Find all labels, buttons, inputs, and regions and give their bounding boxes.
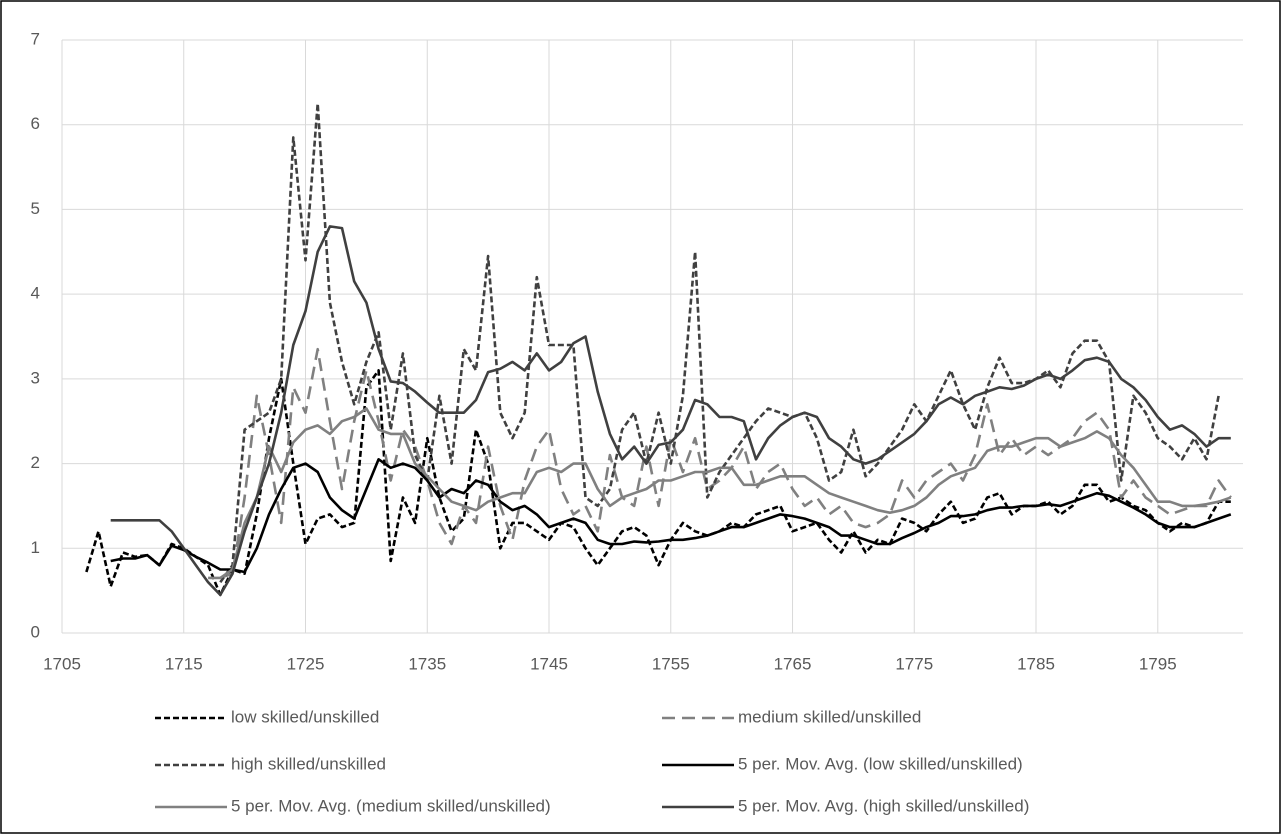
y-tick-label: 0 xyxy=(31,622,40,641)
y-tick-label: 4 xyxy=(31,284,40,303)
x-tick-label: 1715 xyxy=(165,654,203,673)
series-line xyxy=(85,369,1231,597)
legend-label: 5 per. Mov. Avg. (medium skilled/unskill… xyxy=(231,796,551,815)
x-tick-label: 1775 xyxy=(895,654,933,673)
y-tick-label: 2 xyxy=(31,453,40,472)
x-tick-label: 1735 xyxy=(408,654,446,673)
legend-label: 5 per. Mov. Avg. (low skilled/unskilled) xyxy=(738,754,1023,773)
legend-label: low skilled/unskilled xyxy=(231,707,379,726)
x-tick-label: 1755 xyxy=(652,654,690,673)
y-tick-label: 7 xyxy=(31,29,40,48)
series-line xyxy=(208,407,1232,580)
series-line xyxy=(110,458,1232,574)
x-tick-label: 1725 xyxy=(287,654,325,673)
series-line xyxy=(110,225,1231,597)
legend-label: 5 per. Mov. Avg. (high skilled/unskilled… xyxy=(738,796,1029,815)
legend-label: medium skilled/unskilled xyxy=(738,707,921,726)
x-tick-label: 1765 xyxy=(774,654,812,673)
x-tick-label: 1705 xyxy=(43,654,81,673)
y-tick-label: 5 xyxy=(31,199,40,218)
y-tick-label: 3 xyxy=(31,368,40,387)
y-tick-label: 1 xyxy=(31,538,40,557)
y-tick-label: 6 xyxy=(31,114,40,133)
series-line xyxy=(219,102,1220,583)
x-tick-label: 1785 xyxy=(1017,654,1055,673)
legend-label: high skilled/unskilled xyxy=(231,754,386,773)
x-tick-label: 1795 xyxy=(1139,654,1177,673)
x-tick-label: 1745 xyxy=(530,654,568,673)
